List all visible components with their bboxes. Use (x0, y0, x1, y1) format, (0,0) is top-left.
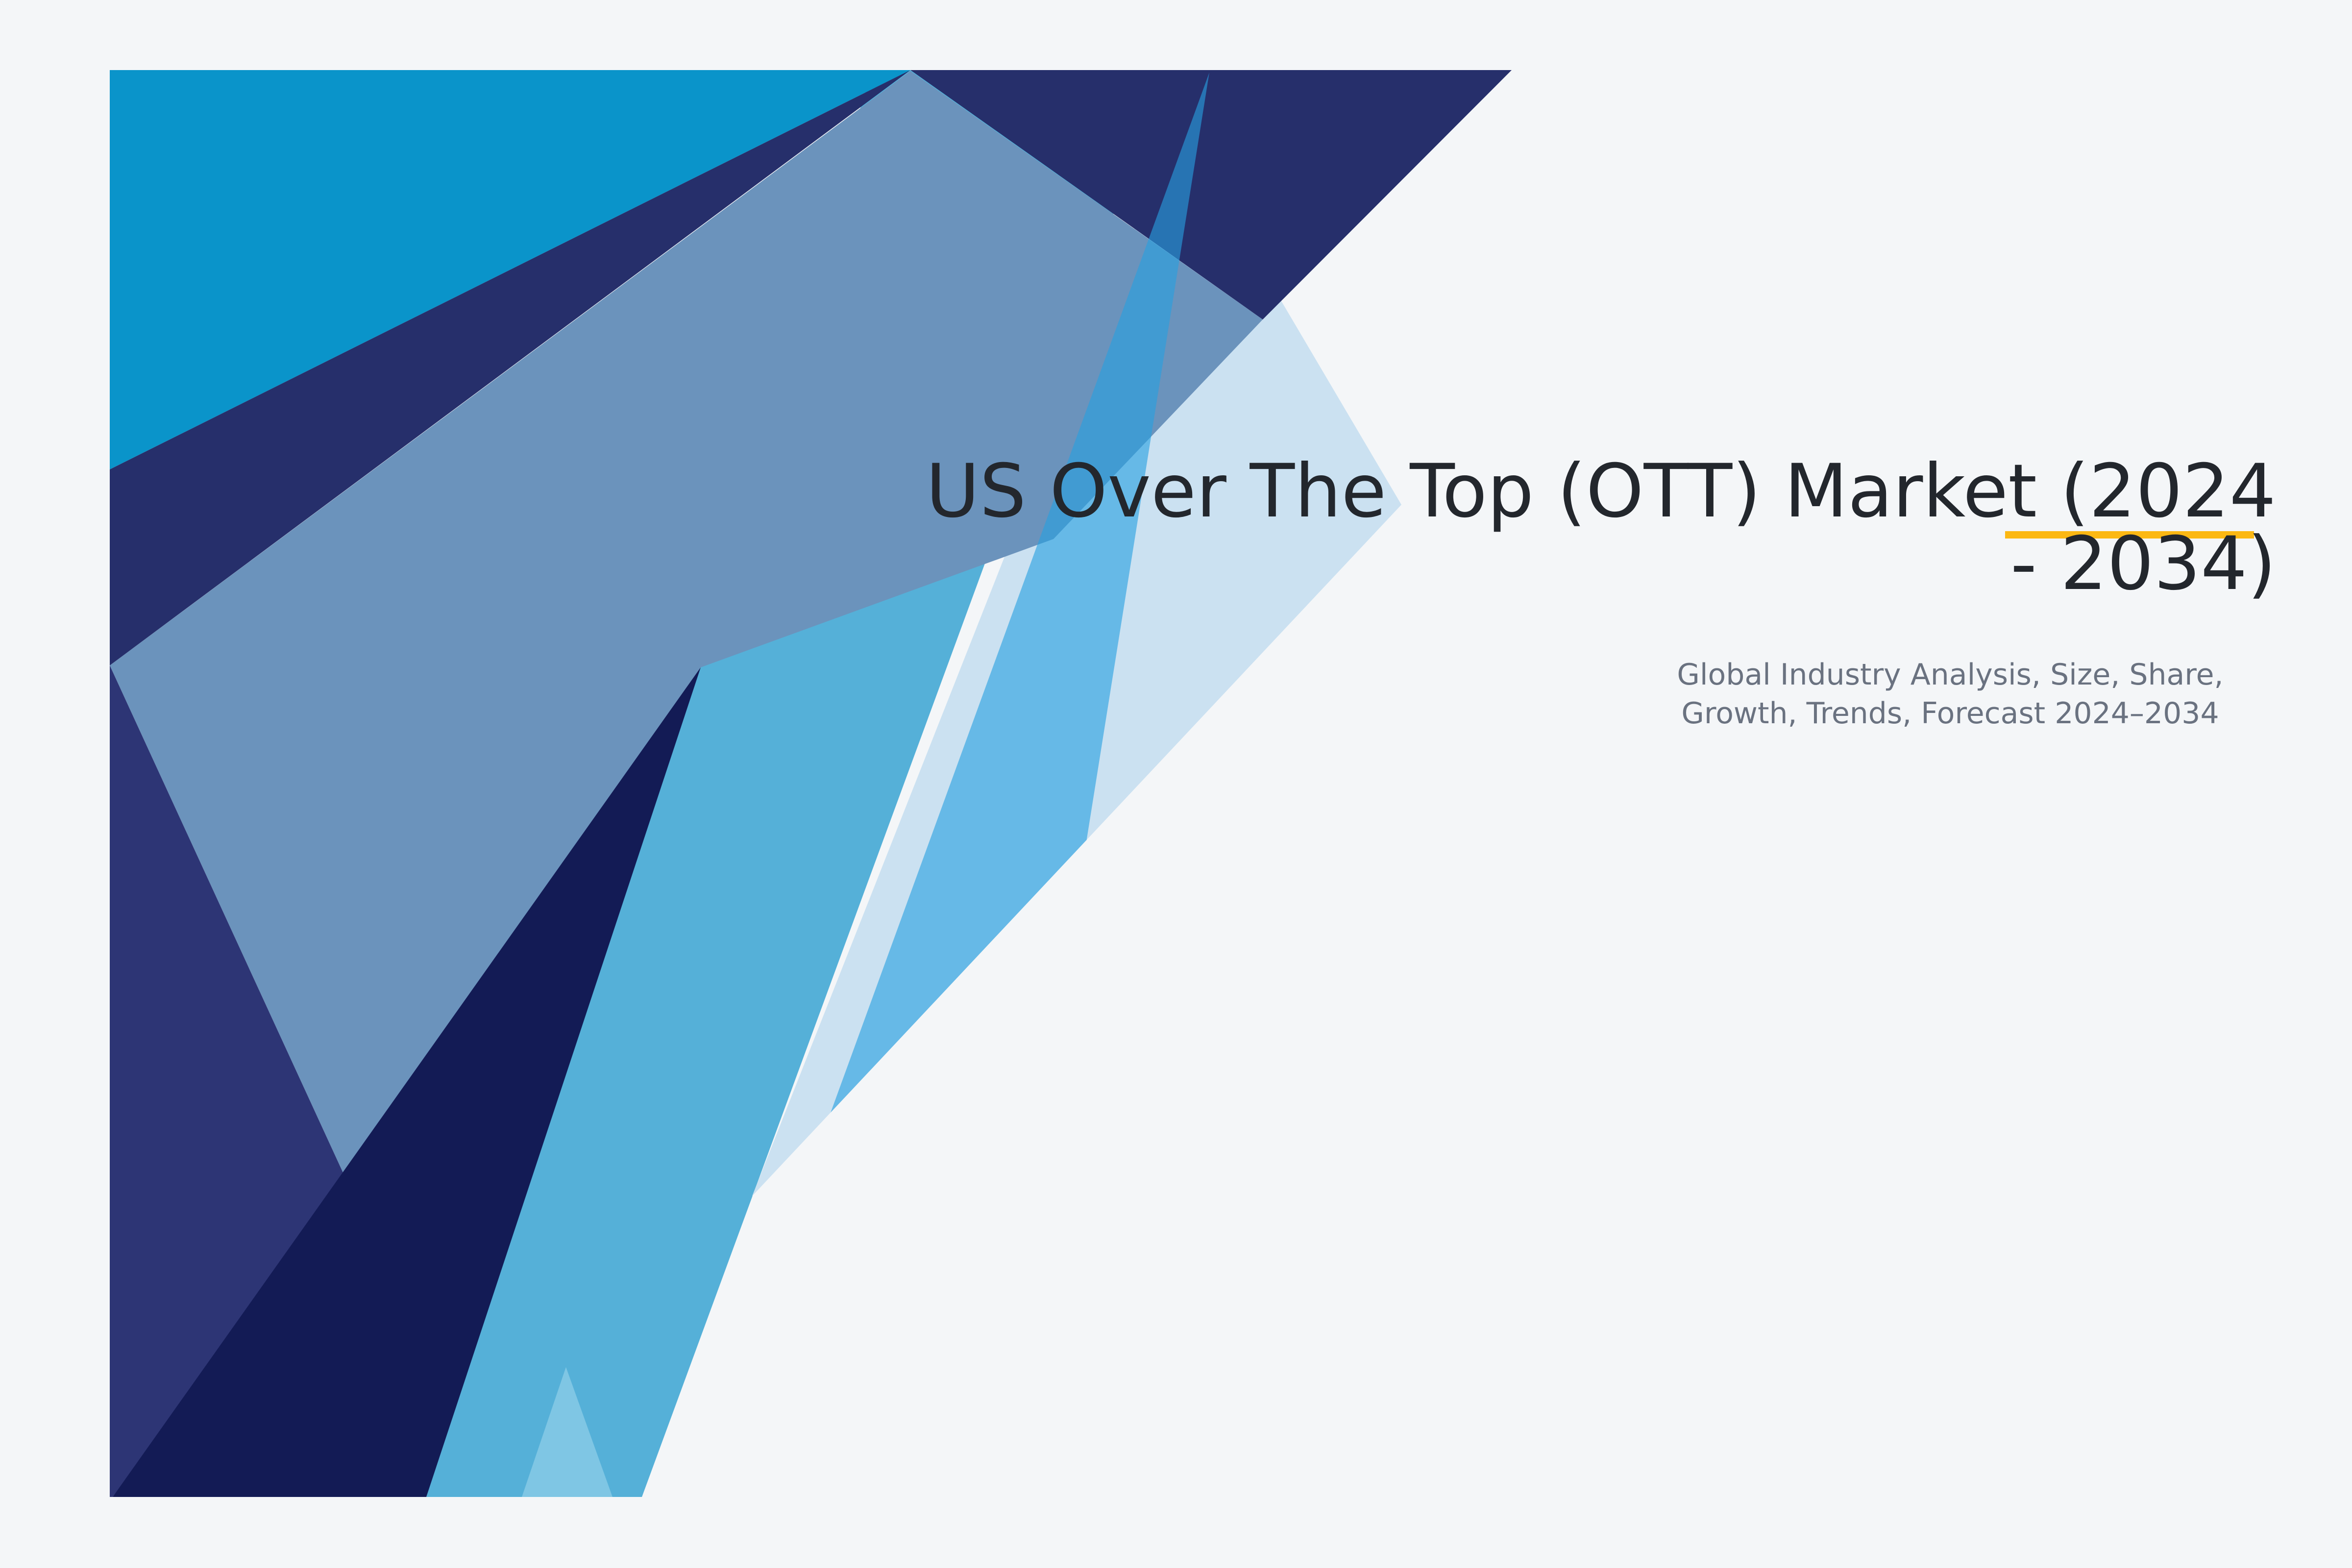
report-title: US Over The Top (OTT) Market (2024- 2034… (926, 455, 2276, 601)
navy-top-triangle-shape (910, 70, 1512, 319)
report-subtitle: Global Industry Analysis, Size, Share, Gr… (1617, 656, 2283, 733)
report-title-line1: US Over The Top (OTT) Market (2024 (926, 448, 2276, 534)
report-subtitle-line2: Growth, Trends, Forecast 2024–2034 (1681, 696, 2219, 731)
report-title-line2: - 2034) (2010, 521, 2276, 607)
title-accent-underline (2005, 531, 2254, 539)
report-subtitle-line1: Global Industry Analysis, Size, Share, (1677, 658, 2224, 692)
bright-blue-spike-shape (718, 73, 1209, 1421)
navy-band-shape (110, 70, 910, 665)
steel-blue-shape (110, 71, 1263, 1184)
sky-light-notch-shape (522, 1367, 612, 1497)
navy-mid-wedge-shape (110, 665, 348, 1497)
navy-dark-triangle-shape (113, 667, 701, 1497)
